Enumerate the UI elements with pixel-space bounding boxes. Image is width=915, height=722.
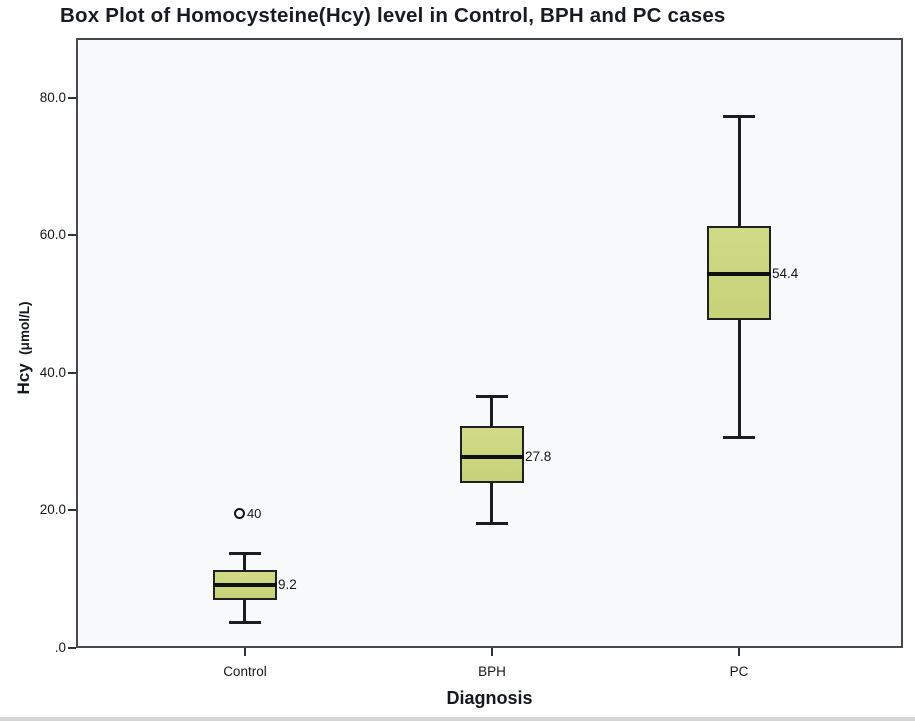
whisker-cap-bottom [723,435,755,439]
median-line [707,271,771,276]
outlier-marker [233,508,245,520]
y-axis-tick [68,509,76,512]
median-line [212,582,277,587]
y-axis-tick [68,234,76,237]
whisker-cap-bottom [228,620,261,624]
y-axis-tick [68,371,76,374]
whisker-cap-top [228,552,261,556]
y-axis-tick-label: 60.0 [39,227,66,243]
box-control [212,569,277,600]
outlier-label: 40 [246,505,262,521]
median-label: 27.8 [524,448,552,464]
x-axis-title: Diagnosis [446,688,533,708]
x-axis-tick [243,648,246,656]
y-axis-tick-label: 40.0 [39,364,66,380]
plot-area [76,38,903,648]
y-axis-tick-label: 20.0 [39,502,66,518]
x-axis-category-label: Control [223,664,267,679]
box-bph [459,425,524,483]
median-label: 9.2 [277,576,297,592]
y-axis-tick-label: .0 [54,640,66,655]
y-axis-title: Hcy (μmol/L) [14,237,40,459]
y-axis-title-unit: (μmol/L) [17,301,32,355]
x-axis-tick [490,648,493,656]
median-label: 54.4 [772,265,799,281]
median-line [459,454,524,459]
chart-title: Box Plot of Homocysteine(Hcy) level in C… [60,4,726,27]
x-axis-category-label: PC [729,664,749,679]
x-axis-tick [738,648,740,656]
whisker-cap-top [475,395,508,399]
y-axis-tick-label: 80.0 [39,89,66,105]
y-axis-tick [68,647,76,649]
y-axis-tick [68,96,76,99]
figure-bottom-edge [0,717,915,721]
whisker-cap-bottom [475,521,508,525]
x-axis-category-label: BPH [478,664,506,679]
whisker-cap-top [723,114,755,118]
